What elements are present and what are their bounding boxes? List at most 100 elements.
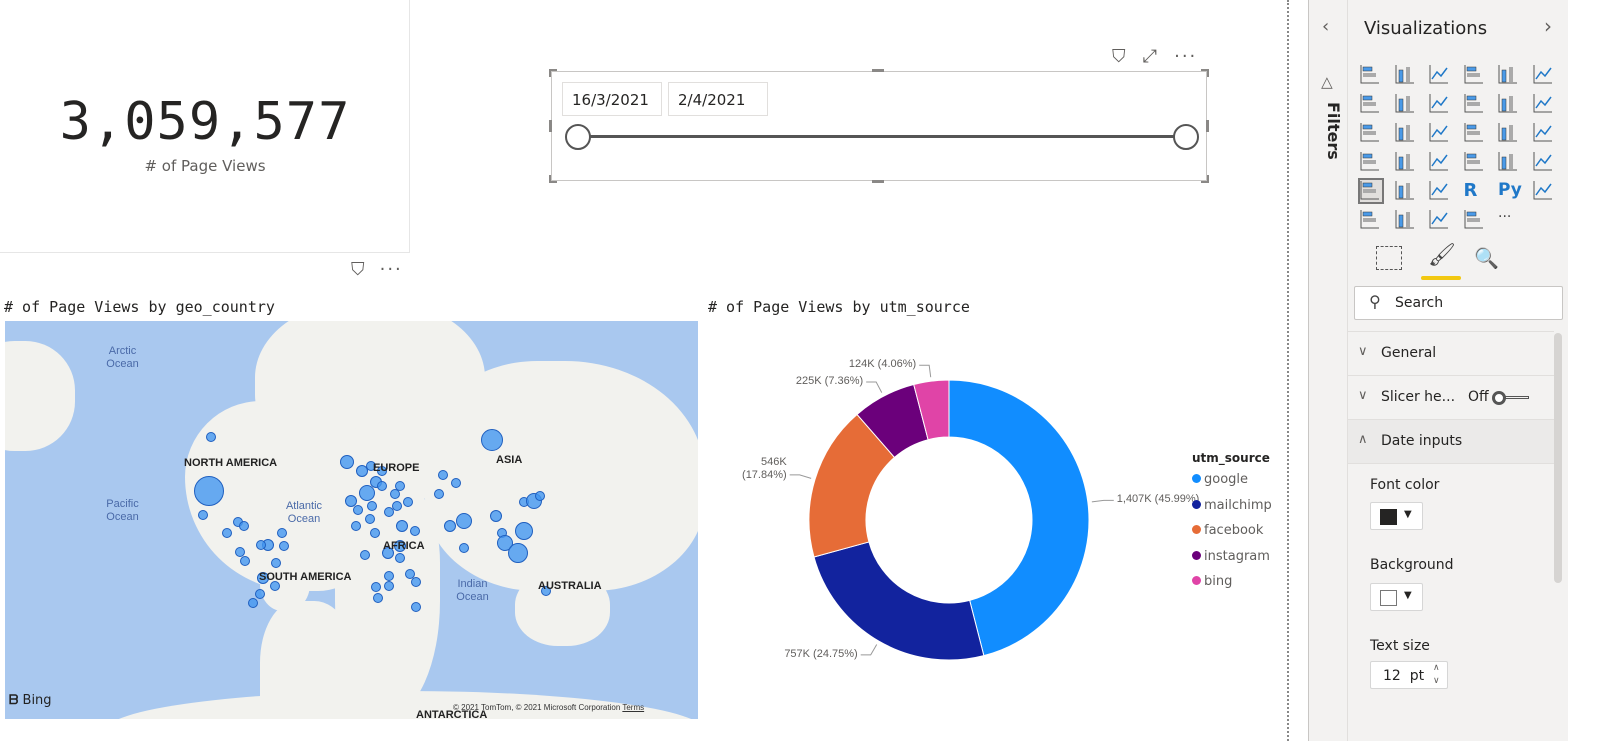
slider-track[interactable] bbox=[579, 135, 1185, 138]
line-icon[interactable] bbox=[1360, 93, 1382, 115]
text-size-stepper[interactable]: 12 pt ∧ ∨ bbox=[1370, 661, 1448, 689]
country-bubble[interactable] bbox=[481, 429, 503, 451]
clustered-bar-icon[interactable] bbox=[1429, 64, 1451, 86]
donut-slice-google[interactable] bbox=[948, 379, 1090, 657]
country-bubble[interactable] bbox=[356, 465, 368, 477]
filter-icon[interactable]: ⛉ bbox=[1112, 46, 1128, 67]
country-bubble[interactable] bbox=[194, 476, 224, 506]
country-bubble[interactable] bbox=[365, 514, 375, 524]
country-bubble[interactable] bbox=[382, 547, 394, 559]
100-stacked-column-icon[interactable] bbox=[1533, 64, 1555, 86]
country-bubble[interactable] bbox=[410, 526, 420, 536]
waterfall-icon[interactable] bbox=[1360, 122, 1382, 144]
country-bubble[interactable] bbox=[340, 455, 354, 469]
donut-icon[interactable] bbox=[1498, 122, 1520, 144]
stacked-bar-icon[interactable] bbox=[1360, 64, 1382, 86]
section-general[interactable]: ∨ General bbox=[1348, 332, 1554, 376]
100-stacked-bar-icon[interactable] bbox=[1498, 64, 1520, 86]
filters-pane-collapsed[interactable]: ‹ ◁ Filters bbox=[1308, 0, 1348, 741]
country-bubble[interactable] bbox=[384, 581, 394, 591]
country-bubble[interactable] bbox=[271, 558, 281, 568]
country-bubble[interactable] bbox=[256, 540, 266, 550]
country-bubble[interactable] bbox=[367, 501, 377, 511]
country-bubble[interactable] bbox=[411, 577, 421, 587]
font-color-picker[interactable]: ▼ bbox=[1370, 502, 1423, 530]
country-bubble[interactable] bbox=[392, 501, 402, 511]
country-bubble[interactable] bbox=[405, 569, 415, 579]
country-bubble[interactable] bbox=[360, 550, 370, 560]
end-date-input[interactable]: 2/4/2021 bbox=[668, 82, 768, 116]
country-bubble[interactable] bbox=[459, 543, 469, 553]
country-bubble[interactable] bbox=[444, 520, 456, 532]
country-bubble[interactable] bbox=[515, 522, 533, 540]
slider-start-handle[interactable] bbox=[565, 124, 591, 150]
python-visual-icon[interactable]: Py bbox=[1498, 180, 1522, 200]
filter-icon[interactable]: ⛉ bbox=[351, 259, 367, 280]
r-visual-icon[interactable]: R bbox=[1463, 180, 1478, 201]
format-paint-roller-icon[interactable]: 🖌 bbox=[1428, 243, 1456, 268]
country-bubble[interactable] bbox=[235, 547, 245, 557]
country-bubble[interactable] bbox=[434, 489, 444, 499]
multi-row-card-icon[interactable] bbox=[1498, 151, 1520, 173]
country-bubble[interactable] bbox=[390, 489, 400, 499]
country-bubble[interactable] bbox=[257, 572, 269, 584]
slicer-header-toggle[interactable] bbox=[1492, 391, 1530, 405]
legend-item-mailchimp[interactable]: mailchimp bbox=[1192, 498, 1272, 513]
stacked-column-icon[interactable] bbox=[1395, 64, 1417, 86]
terms-link[interactable]: Terms bbox=[622, 703, 645, 712]
country-bubble[interactable] bbox=[222, 528, 232, 538]
country-bubble[interactable] bbox=[279, 541, 289, 551]
ribbon-icon[interactable] bbox=[1533, 93, 1555, 115]
country-bubble[interactable] bbox=[535, 491, 545, 501]
donut-chart[interactable] bbox=[700, 330, 1280, 730]
country-bubble[interactable] bbox=[384, 571, 394, 581]
country-bubble[interactable] bbox=[377, 481, 387, 491]
line-column-icon[interactable] bbox=[1464, 93, 1486, 115]
collapse-left-icon[interactable]: ‹ bbox=[1322, 16, 1330, 37]
country-bubble[interactable] bbox=[239, 521, 249, 531]
scrollbar[interactable] bbox=[1554, 333, 1562, 583]
country-bubble[interactable] bbox=[240, 556, 250, 566]
funnel-icon[interactable] bbox=[1395, 122, 1417, 144]
country-bubble[interactable] bbox=[345, 495, 357, 507]
bubble-map[interactable]: NORTH AMERICA SOUTH AMERICA EUROPE AFRIC… bbox=[5, 321, 698, 719]
table-icon[interactable] bbox=[1395, 180, 1417, 202]
shape-map-icon[interactable] bbox=[1429, 209, 1451, 231]
country-bubble[interactable] bbox=[366, 461, 376, 471]
key-influencers-icon[interactable] bbox=[1533, 180, 1555, 202]
qa-icon[interactable] bbox=[1395, 209, 1417, 231]
more-options-icon[interactable]: ··· bbox=[379, 259, 403, 280]
country-bubble[interactable] bbox=[377, 466, 387, 476]
country-bubble[interactable] bbox=[371, 582, 381, 592]
search-input[interactable]: ⚲ Search bbox=[1354, 286, 1563, 320]
country-bubble[interactable] bbox=[541, 586, 551, 596]
country-bubble[interactable] bbox=[396, 520, 408, 532]
country-bubble[interactable] bbox=[411, 602, 421, 612]
area-icon[interactable] bbox=[1395, 93, 1417, 115]
section-slicer-header[interactable]: ∨ Slicer he... Off bbox=[1348, 376, 1554, 420]
country-bubble[interactable] bbox=[384, 507, 394, 517]
legend-item-instagram[interactable]: instagram bbox=[1192, 549, 1270, 564]
date-slicer[interactable]: 16/3/2021 2/4/2021 bbox=[549, 69, 1209, 183]
more-options-icon[interactable]: ··· bbox=[1174, 46, 1198, 67]
pie-icon[interactable] bbox=[1464, 122, 1486, 144]
country-bubble[interactable] bbox=[270, 581, 280, 591]
kpi-card[interactable]: 3,059,577 # of Page Views bbox=[0, 0, 410, 253]
clustered-column-icon[interactable] bbox=[1464, 64, 1486, 86]
country-bubble[interactable] bbox=[451, 478, 461, 488]
country-bubble[interactable] bbox=[394, 540, 406, 552]
decomposition-tree-icon[interactable] bbox=[1360, 209, 1382, 231]
country-bubble[interactable] bbox=[370, 528, 380, 538]
donut-slice-bing[interactable] bbox=[913, 379, 950, 441]
country-bubble[interactable] bbox=[198, 510, 208, 520]
country-bubble[interactable] bbox=[508, 543, 528, 563]
card-icon[interactable] bbox=[1464, 151, 1486, 173]
legend-item-facebook[interactable]: facebook bbox=[1192, 523, 1263, 538]
country-bubble[interactable] bbox=[206, 432, 216, 442]
slicer-icon[interactable] bbox=[1358, 178, 1384, 204]
country-bubble[interactable] bbox=[248, 598, 258, 608]
stacked-area-icon[interactable] bbox=[1429, 93, 1451, 115]
more-icon[interactable]: ··· bbox=[1498, 209, 1512, 225]
analytics-tab-icon[interactable]: 🔍 bbox=[1474, 246, 1499, 270]
line-clustered-column-icon[interactable] bbox=[1498, 93, 1520, 115]
